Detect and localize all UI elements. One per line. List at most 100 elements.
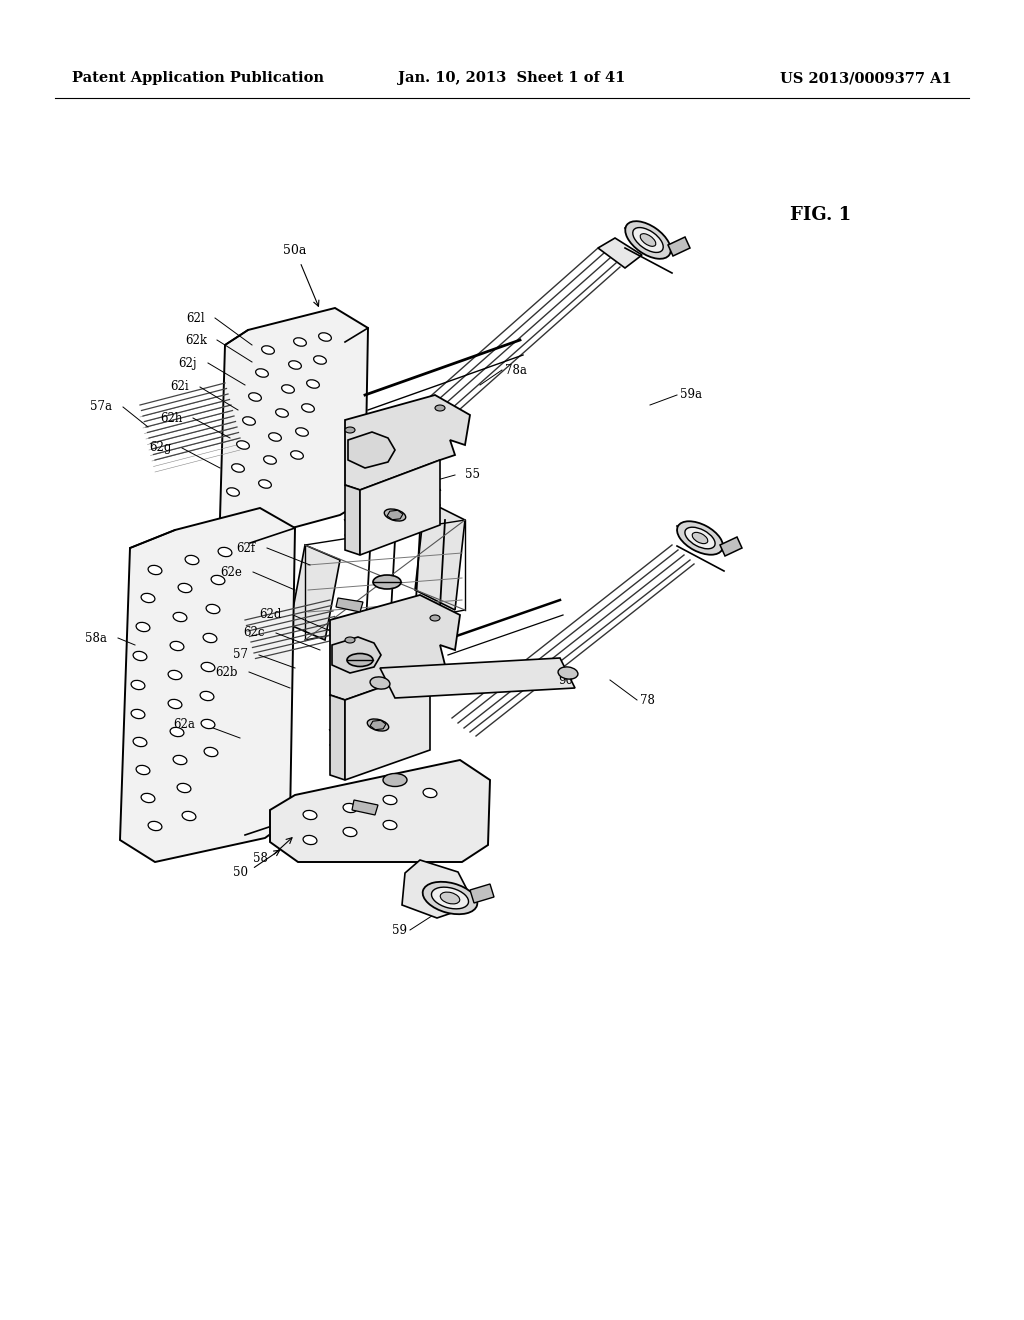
Polygon shape: [387, 511, 402, 520]
Ellipse shape: [558, 667, 578, 678]
Ellipse shape: [383, 821, 397, 829]
Polygon shape: [330, 696, 345, 780]
Text: 62k: 62k: [185, 334, 207, 346]
Ellipse shape: [692, 532, 708, 544]
Text: 58a: 58a: [85, 631, 106, 644]
Polygon shape: [360, 459, 440, 554]
Polygon shape: [290, 545, 340, 640]
Text: 57a: 57a: [90, 400, 112, 413]
Ellipse shape: [168, 700, 182, 709]
Text: 59: 59: [392, 924, 407, 936]
Polygon shape: [332, 638, 381, 673]
Text: 62g: 62g: [150, 441, 172, 454]
Ellipse shape: [177, 783, 190, 792]
Polygon shape: [220, 308, 368, 539]
Ellipse shape: [302, 404, 314, 412]
Ellipse shape: [136, 766, 150, 775]
Ellipse shape: [640, 234, 655, 247]
Text: 78a: 78a: [505, 363, 527, 376]
Ellipse shape: [133, 651, 146, 660]
Text: US 2013/0009377 A1: US 2013/0009377 A1: [780, 71, 952, 84]
Ellipse shape: [268, 433, 282, 441]
Ellipse shape: [294, 338, 306, 346]
Text: 62d: 62d: [260, 609, 282, 622]
Ellipse shape: [303, 810, 317, 820]
Ellipse shape: [685, 527, 715, 549]
Ellipse shape: [626, 222, 671, 259]
Ellipse shape: [168, 671, 182, 680]
Ellipse shape: [677, 521, 723, 554]
Ellipse shape: [201, 719, 215, 729]
Ellipse shape: [249, 393, 261, 401]
Ellipse shape: [289, 360, 301, 370]
Ellipse shape: [345, 426, 355, 433]
Ellipse shape: [423, 882, 477, 915]
Polygon shape: [598, 238, 642, 268]
Ellipse shape: [343, 804, 357, 813]
Ellipse shape: [373, 576, 401, 589]
Polygon shape: [345, 484, 360, 554]
Text: 58: 58: [253, 851, 268, 865]
Text: 62l: 62l: [186, 312, 205, 325]
Polygon shape: [120, 508, 295, 862]
Text: Patent Application Publication: Patent Application Publication: [72, 71, 324, 84]
Ellipse shape: [204, 747, 218, 756]
Ellipse shape: [131, 680, 145, 689]
Text: FIG. 1: FIG. 1: [790, 206, 851, 224]
Ellipse shape: [256, 368, 268, 378]
Ellipse shape: [262, 346, 274, 354]
Ellipse shape: [306, 380, 319, 388]
Text: 62h: 62h: [161, 412, 183, 425]
Text: 59a: 59a: [680, 388, 702, 401]
Ellipse shape: [347, 653, 373, 667]
Ellipse shape: [226, 488, 240, 496]
Ellipse shape: [201, 663, 215, 672]
Ellipse shape: [237, 441, 250, 449]
Ellipse shape: [313, 356, 327, 364]
Ellipse shape: [383, 774, 407, 787]
Text: Jan. 10, 2013  Sheet 1 of 41: Jan. 10, 2013 Sheet 1 of 41: [398, 71, 626, 84]
Ellipse shape: [173, 612, 187, 622]
Text: 62e: 62e: [220, 565, 242, 578]
Text: 90: 90: [558, 673, 573, 686]
Polygon shape: [720, 537, 742, 556]
Ellipse shape: [370, 677, 390, 689]
Ellipse shape: [303, 836, 317, 845]
Text: 62c: 62c: [244, 627, 265, 639]
Polygon shape: [270, 760, 490, 862]
Ellipse shape: [435, 405, 445, 411]
Polygon shape: [370, 721, 386, 730]
Text: 62b: 62b: [215, 665, 238, 678]
Text: 50: 50: [233, 866, 248, 879]
Ellipse shape: [361, 440, 388, 457]
Ellipse shape: [131, 709, 145, 718]
Text: 62j: 62j: [178, 356, 197, 370]
Text: 50a: 50a: [284, 243, 306, 256]
Ellipse shape: [384, 510, 406, 521]
Ellipse shape: [431, 887, 469, 909]
Ellipse shape: [291, 451, 303, 459]
Polygon shape: [380, 657, 575, 698]
Ellipse shape: [203, 634, 217, 643]
Ellipse shape: [423, 788, 437, 797]
Ellipse shape: [141, 594, 155, 603]
Ellipse shape: [211, 576, 225, 585]
Polygon shape: [345, 671, 430, 780]
Text: 57: 57: [233, 648, 248, 661]
Ellipse shape: [178, 583, 191, 593]
Ellipse shape: [170, 642, 184, 651]
Ellipse shape: [343, 828, 357, 837]
Polygon shape: [668, 238, 690, 256]
Ellipse shape: [368, 719, 389, 731]
Ellipse shape: [206, 605, 220, 614]
Text: 55: 55: [465, 469, 480, 482]
Text: 62a: 62a: [173, 718, 195, 731]
Ellipse shape: [243, 417, 255, 425]
Ellipse shape: [345, 638, 355, 643]
Polygon shape: [470, 884, 494, 903]
Ellipse shape: [633, 227, 664, 252]
Polygon shape: [352, 800, 378, 814]
Ellipse shape: [133, 738, 146, 747]
Polygon shape: [345, 395, 470, 490]
Ellipse shape: [182, 812, 196, 821]
